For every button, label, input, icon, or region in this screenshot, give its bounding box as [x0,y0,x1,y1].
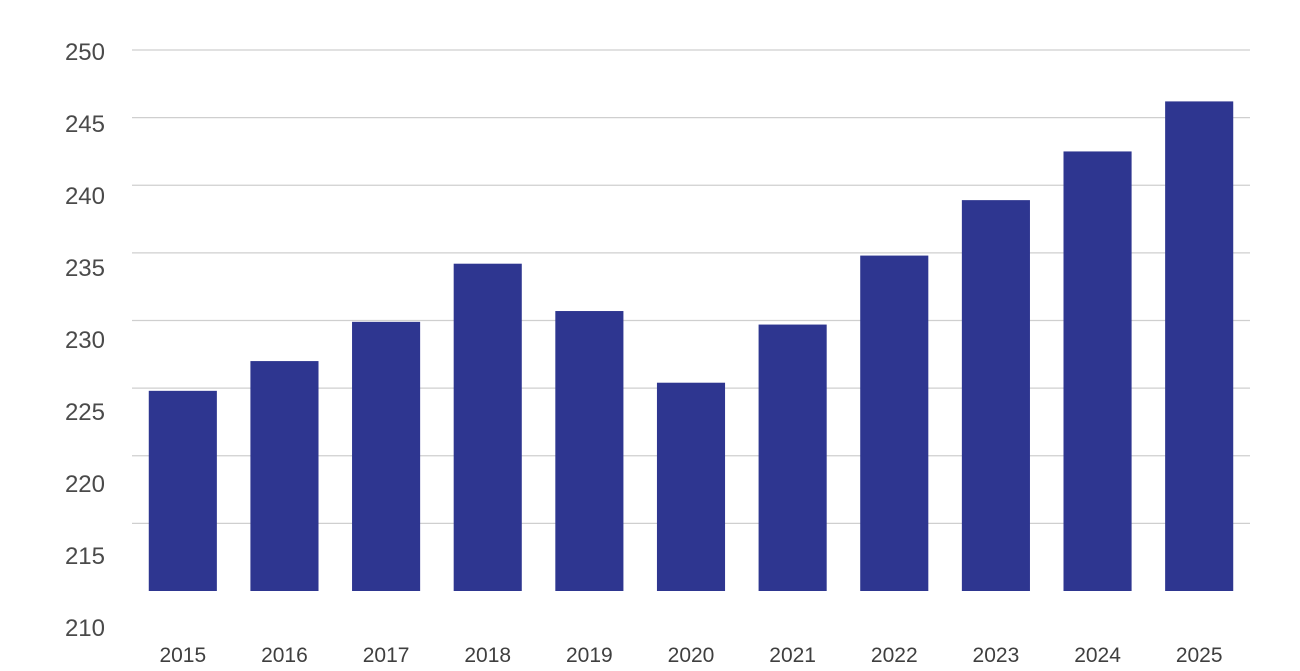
bar-2021 [758,324,827,591]
x-tick-label: 2025 [1176,644,1223,667]
x-tick-label: 2018 [464,644,511,667]
bar-2023 [961,200,1030,591]
y-tick-label: 225 [65,399,105,426]
y-tick-label: 250 [65,39,105,66]
bars [148,101,1234,592]
x-tick-label: 2017 [363,644,410,667]
x-tick-label: 2016 [261,644,308,667]
y-axis-ticks: 250 245 240 235 230 225 220 215 210 [65,39,105,642]
y-tick-label: 215 [65,543,105,570]
bar-2024 [1063,151,1132,591]
x-tick-label: 2015 [159,644,206,667]
bar-2020 [656,382,726,591]
x-axis-ticks: 2015 2016 2017 2018 2019 2020 2021 2022 2023 2024… [159,644,1222,667]
x-tick-label: 2019 [566,644,613,667]
x-tick-label: 2020 [668,644,715,667]
bar-2017 [352,321,421,591]
bar-2018 [453,263,522,591]
y-tick-label: 235 [65,255,105,282]
y-tick-label: 245 [65,111,105,138]
bar-2016 [250,361,319,591]
y-tick-label: 210 [65,615,105,642]
bar-2025 [1165,101,1234,592]
bar-2022 [860,255,929,591]
x-tick-label: 2023 [973,644,1020,667]
y-tick-label: 240 [65,183,105,210]
bar-2015 [148,390,217,591]
y-tick-label: 220 [65,471,105,498]
x-tick-label: 2024 [1074,644,1121,667]
x-tick-label: 2021 [769,644,816,667]
x-tick-label: 2022 [871,644,918,667]
bar-2019 [555,311,624,591]
y-tick-label: 230 [65,327,105,354]
